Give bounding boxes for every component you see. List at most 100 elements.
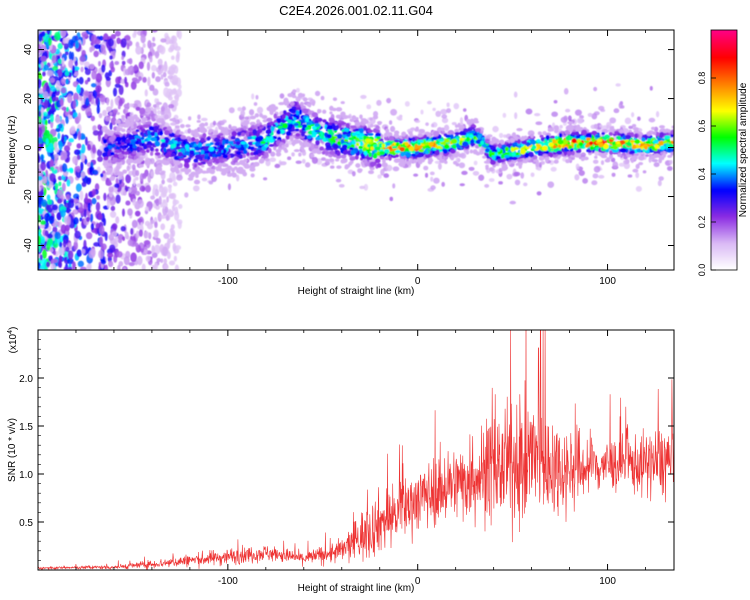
spectrogram-cell bbox=[113, 254, 118, 263]
spectrogram-cell bbox=[618, 102, 623, 109]
spectrogram-cell bbox=[154, 230, 159, 238]
spectrogram-cell bbox=[159, 172, 165, 176]
colorbar-cell bbox=[711, 244, 737, 247]
spectrogram-cell bbox=[417, 142, 422, 146]
colorbar-cell bbox=[711, 222, 737, 225]
spectrogram-cell bbox=[97, 156, 104, 163]
spectrogram-cell bbox=[559, 124, 563, 129]
spectrogram-cell bbox=[335, 158, 340, 162]
spectrogram-cell bbox=[145, 121, 152, 125]
spectrogram-cell bbox=[589, 141, 594, 146]
spectrogram-cell bbox=[74, 149, 81, 156]
spectrogram-cell bbox=[596, 138, 603, 143]
spectrogram-cell bbox=[115, 194, 121, 204]
spectrogram-cell bbox=[156, 101, 163, 105]
spectrogram-cell bbox=[290, 110, 297, 114]
spectrogram-cell bbox=[203, 145, 210, 151]
spectrogram-cell bbox=[160, 159, 166, 164]
spectrogram-cell bbox=[265, 129, 272, 135]
spectrogram-cell bbox=[629, 150, 636, 154]
spectrogram-cell bbox=[659, 145, 666, 151]
spectrogram-cell bbox=[53, 141, 58, 149]
spectrogram-cell bbox=[154, 98, 158, 104]
spectrogram-cell bbox=[638, 162, 644, 166]
spectrogram-cell bbox=[241, 106, 246, 111]
spectrogram-cell bbox=[608, 131, 613, 136]
spectrogram-cell bbox=[249, 115, 257, 120]
spectrogram-cell bbox=[159, 130, 164, 136]
spectrogram-cell bbox=[594, 155, 598, 159]
spectrogram-cell bbox=[44, 212, 51, 222]
spectrogram-cell bbox=[511, 156, 518, 161]
spectrogram-cell bbox=[175, 160, 181, 165]
spectrogram-cell bbox=[96, 195, 101, 200]
spectrogram-cell bbox=[63, 198, 67, 205]
spectrogram-cell bbox=[161, 187, 167, 197]
spectrogram-cell bbox=[83, 208, 87, 218]
spectrogram-cell bbox=[166, 240, 171, 249]
spectrogram-cell bbox=[396, 116, 401, 120]
spectrogram-cell bbox=[149, 126, 155, 131]
spectrogram-cell bbox=[106, 106, 113, 113]
spectrogram-cell bbox=[150, 136, 157, 142]
spectrogram-cell bbox=[609, 126, 614, 132]
spectrogram-cell bbox=[150, 195, 156, 200]
spectrogram-cell bbox=[509, 200, 516, 205]
spectrogram-cell bbox=[121, 117, 126, 122]
spectrogram-cell bbox=[242, 121, 247, 126]
spectrogram-cell bbox=[553, 125, 560, 131]
spectrogram-cell bbox=[498, 132, 504, 139]
spectrogram-cell bbox=[208, 146, 215, 152]
spectrogram-cell bbox=[47, 133, 54, 144]
spectrogram-cell bbox=[391, 145, 398, 149]
spectrogram-cell bbox=[358, 145, 363, 150]
spectrogram-cell bbox=[355, 154, 359, 160]
spectrogram-cell bbox=[431, 123, 435, 128]
spectrogram-cell bbox=[132, 198, 136, 206]
spectrogram-cell bbox=[534, 112, 541, 117]
spectrogram-cell bbox=[104, 116, 112, 122]
spectrogram-cell bbox=[180, 148, 186, 154]
spectrogram-cell bbox=[72, 155, 79, 165]
spectrogram-cell bbox=[149, 84, 155, 92]
spectrogram-cell bbox=[606, 157, 610, 161]
spectrogram-cell bbox=[195, 173, 199, 179]
spectrogram-cell bbox=[163, 258, 168, 265]
spectrogram-cell bbox=[227, 183, 231, 191]
spectrogram-cell bbox=[475, 151, 480, 156]
spectrogram-cell bbox=[381, 162, 388, 168]
spectrogram-cell bbox=[100, 243, 107, 251]
spectrogram-cell bbox=[154, 188, 159, 197]
spectrogram-cell bbox=[96, 105, 100, 115]
spectrogram-cell bbox=[264, 158, 270, 162]
spectrogram-cell bbox=[116, 112, 120, 115]
spectrogram-cell bbox=[437, 145, 442, 149]
spectrogram-cell bbox=[49, 86, 56, 92]
spectrogram-cell bbox=[243, 164, 251, 169]
spectrogram-cell bbox=[645, 154, 649, 157]
y-tick-label: 40 bbox=[23, 44, 34, 56]
spectrogram-cell bbox=[667, 148, 672, 153]
spectrogram-cell bbox=[67, 250, 74, 260]
spectrogram-cell bbox=[90, 115, 95, 122]
spectrogram-cell bbox=[61, 106, 67, 111]
spectrogram-cell bbox=[340, 111, 346, 117]
spectrogram-cell bbox=[121, 55, 125, 61]
spectrogram-cell bbox=[97, 213, 103, 221]
spectrogram-cell bbox=[450, 156, 454, 161]
colorbar-cell bbox=[711, 256, 737, 259]
spectrogram-cell bbox=[344, 164, 351, 168]
spectrogram-cell bbox=[377, 121, 382, 126]
spectrogram-cell bbox=[59, 241, 63, 248]
spectrogram-cell bbox=[430, 185, 436, 190]
spectrogram-cell bbox=[123, 103, 130, 109]
spectrogram-frame bbox=[37, 29, 675, 271]
spectrogram-cell bbox=[565, 159, 570, 164]
spectrogram-cell bbox=[395, 142, 400, 147]
spectrogram-cell bbox=[118, 85, 124, 96]
spectrogram-cell bbox=[450, 149, 456, 154]
spectrogram-cell bbox=[657, 137, 662, 142]
spectrogram-cell bbox=[80, 171, 86, 178]
spectrogram-cell bbox=[138, 229, 143, 237]
spectrogram-cell bbox=[162, 246, 169, 257]
